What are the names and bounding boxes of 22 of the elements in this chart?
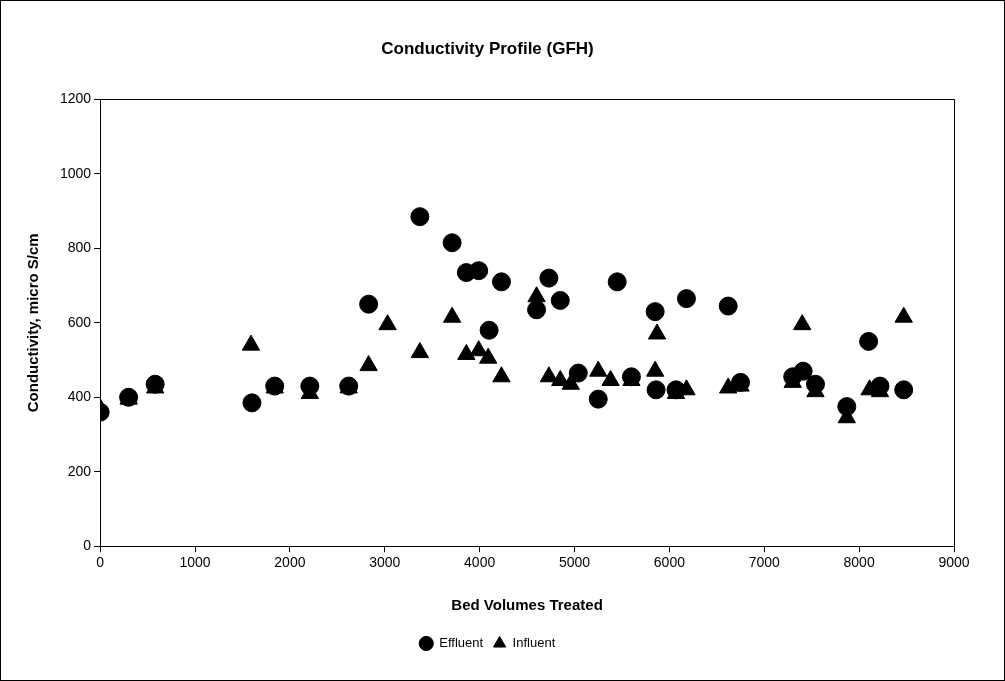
legend-label: Influent — [512, 635, 556, 651]
x-tick-label: 4000 — [464, 554, 496, 571]
y-tick-label: 400 — [67, 388, 92, 405]
x-tick-label: 8000 — [843, 554, 875, 571]
y-tick-label: 200 — [67, 462, 92, 479]
x-tick-label: 1000 — [179, 554, 211, 571]
x-tick-label: 3000 — [369, 554, 401, 571]
x-tick-label: 0 — [96, 554, 105, 571]
x-axis-title: Bed Volumes Treated — [451, 596, 603, 614]
y-axis-title: Conductivity, micro S/cm — [24, 233, 42, 413]
chart-title: Conductivity Profile (GFH) — [381, 38, 594, 58]
legend-label: Effluent — [439, 635, 484, 651]
x-tick-label: 6000 — [653, 554, 686, 571]
y-tick-label: 1200 — [59, 90, 92, 107]
x-tick-label: 7000 — [748, 554, 781, 571]
y-tick-label: 1000 — [59, 164, 92, 181]
x-tick-label: 9000 — [938, 554, 970, 571]
x-tick-label: 2000 — [274, 554, 306, 571]
x-tick-label: 5000 — [558, 554, 591, 571]
y-tick-label: 600 — [67, 313, 92, 330]
y-tick-label: 0 — [83, 537, 92, 554]
y-tick-label: 800 — [67, 239, 92, 256]
